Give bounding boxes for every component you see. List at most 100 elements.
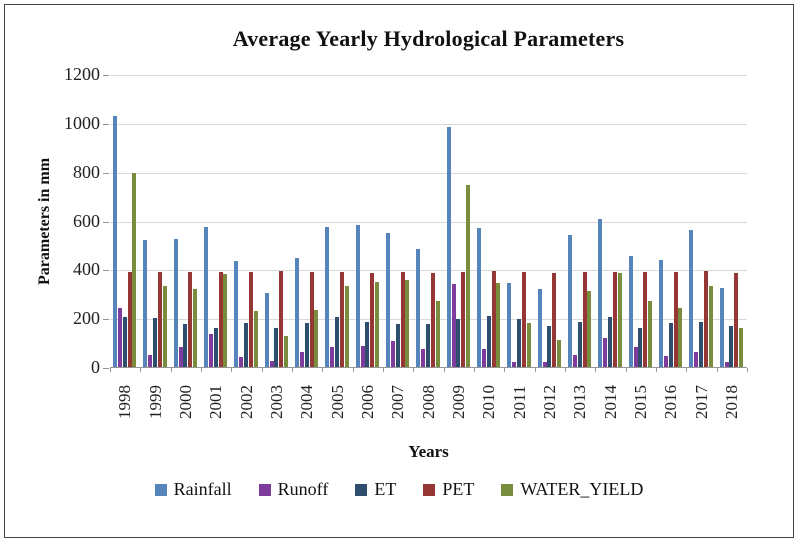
bar-2012-water_yield <box>557 340 562 367</box>
bar-2003-pet <box>279 270 284 367</box>
y-tick-mark-1200 <box>103 75 109 76</box>
legend-item-runoff: Runoff <box>258 479 328 500</box>
bar-2014-rainfall <box>598 219 603 367</box>
bar-2005-et <box>335 316 340 367</box>
plot-area <box>110 75 747 368</box>
x-tick-mark-1 <box>140 368 142 372</box>
x-tick-label-2011: 2011 <box>509 385 529 419</box>
x-tick-mark-12 <box>474 368 475 372</box>
bar-2017-runoff <box>694 352 699 367</box>
bar-1999-runoff <box>148 354 153 367</box>
legend-label-pet: PET <box>442 479 475 499</box>
bar-2017-pet <box>703 270 708 367</box>
bar-2015-rainfall <box>628 255 633 367</box>
bar-2013-et <box>577 321 582 367</box>
bar-2018-et <box>729 325 734 367</box>
x-tick-mark-7 <box>322 368 324 372</box>
x-tick-label-2009: 2009 <box>448 385 468 419</box>
bar-2004-rainfall <box>295 258 299 367</box>
x-tick-mark-9 <box>383 368 384 372</box>
y-tick-label-1200: 1200 <box>64 64 100 84</box>
x-tick-mark-19 <box>686 368 688 372</box>
x-tick-mark-17 <box>625 368 627 372</box>
bar-2015-et <box>638 327 643 367</box>
x-tick-label-2002: 2002 <box>236 385 256 419</box>
legend-swatch-water_yield <box>501 483 514 496</box>
bar-1998-et <box>122 316 127 367</box>
bar-2014-pet <box>612 271 617 367</box>
bar-2010-water_yield <box>496 282 501 367</box>
legend-swatch-rainfall <box>154 483 167 496</box>
gridline-200 <box>110 319 747 321</box>
legend-label-water_yield: WATER_YIELD <box>520 479 644 499</box>
bar-2000-water_yield <box>193 288 198 367</box>
x-tick-label-2003: 2003 <box>266 385 286 419</box>
bar-2013-runoff <box>572 354 577 367</box>
x-tick-mark-4 <box>231 368 233 372</box>
bar-2002-rainfall <box>234 260 239 367</box>
legend: Rainfall Runoff ET PET WATER_YIELD <box>0 479 798 500</box>
bar-2003-water_yield <box>284 336 289 367</box>
x-tick-mark-6 <box>292 368 293 372</box>
bar-2005-water_yield <box>344 286 349 367</box>
bar-2010-et <box>486 315 491 367</box>
bar-2011-rainfall <box>507 282 512 367</box>
chart-title: Average Yearly Hydrological Parameters <box>232 26 625 51</box>
bar-2010-rainfall <box>477 227 481 367</box>
x-tick-label-1998: 1998 <box>115 385 135 419</box>
bar-2011-water_yield <box>526 323 531 367</box>
bar-2000-rainfall <box>173 238 178 367</box>
bar-2006-rainfall <box>355 225 360 367</box>
bar-2015-runoff <box>633 347 638 367</box>
bar-2014-water_yield <box>617 273 622 367</box>
bar-2006-pet <box>370 273 375 367</box>
bar-2017-water_yield <box>708 286 713 367</box>
bar-2004-water_yield <box>314 309 319 367</box>
legend-item-et: ET <box>355 479 396 500</box>
bar-2016-runoff <box>663 356 668 367</box>
x-tick-mark-14 <box>534 368 536 372</box>
bar-2009-pet <box>461 271 466 367</box>
bar-2010-runoff <box>481 348 486 367</box>
legend-item-pet: PET <box>423 479 474 500</box>
bar-2001-runoff <box>208 334 213 367</box>
bar-2018-pet <box>734 273 739 367</box>
x-tick-label-1999: 1999 <box>145 385 165 419</box>
x-axis-line <box>110 367 747 368</box>
x-tick-mark-21 <box>747 368 748 372</box>
bar-2004-pet <box>309 271 314 367</box>
bar-1999-rainfall <box>143 240 148 367</box>
x-tick-mark-2 <box>170 368 172 372</box>
bar-2000-pet <box>188 271 193 367</box>
bar-2008-water_yield <box>435 301 440 367</box>
y-tick-mark-200 <box>103 319 109 321</box>
y-tick-label-800: 800 <box>73 161 100 182</box>
x-tick-label-2000: 2000 <box>175 385 195 419</box>
bar-2004-et <box>304 323 309 367</box>
bar-2003-rainfall <box>264 292 269 367</box>
bar-2008-rainfall <box>416 248 421 367</box>
bar-2013-rainfall <box>568 235 572 367</box>
bar-2018-water_yield <box>739 327 744 367</box>
bar-2017-rainfall <box>689 230 694 367</box>
bar-2016-rainfall <box>659 259 663 367</box>
bar-2002-runoff <box>239 357 244 367</box>
y-tick-label-0: 0 <box>91 357 100 377</box>
bar-2015-pet <box>643 271 648 367</box>
bar-2009-rainfall <box>446 126 451 367</box>
gridline-800 <box>110 172 747 174</box>
bar-2016-pet <box>673 271 678 367</box>
legend-swatch-et <box>355 483 368 496</box>
y-tick-label-200: 200 <box>73 308 100 329</box>
y-tick-mark-0 <box>103 368 109 369</box>
legend-label-rainfall: Rainfall <box>173 479 232 499</box>
legend-swatch-runoff <box>258 483 271 496</box>
bar-2002-et <box>244 323 249 367</box>
bar-2006-runoff <box>360 346 365 367</box>
legend-swatch-pet <box>423 483 436 496</box>
bar-1998-rainfall <box>113 115 117 367</box>
x-tick-label-2018: 2018 <box>721 385 741 419</box>
x-tick-label-2016: 2016 <box>661 385 681 419</box>
bar-2003-runoff <box>269 360 274 367</box>
